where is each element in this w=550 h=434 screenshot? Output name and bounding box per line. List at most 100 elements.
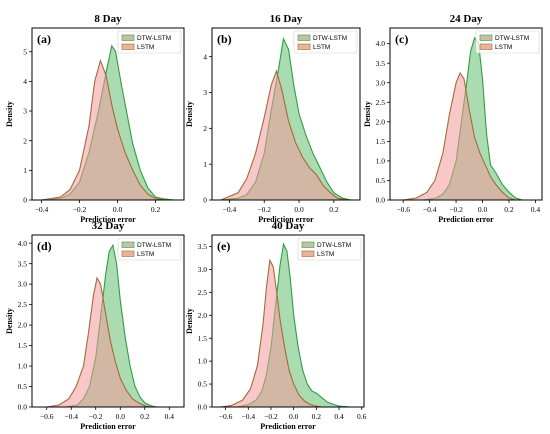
x-tick-label: −0.2 [73, 205, 87, 214]
legend: DTW-LSTM LSTM [117, 237, 182, 261]
x-tick-label: 0.0 [294, 205, 304, 214]
legend-label: LSTM [313, 44, 330, 51]
y-tick-label: 3.5 [198, 242, 208, 251]
legend-swatch [121, 241, 135, 248]
x-tick-label: −0.4 [241, 412, 255, 421]
y-tick-label: 2.0 [198, 311, 208, 320]
panel-title: 24 Day [450, 13, 483, 25]
y-tick-label: 5 [23, 47, 27, 56]
legend-swatch [479, 34, 493, 41]
axes-frame [211, 234, 365, 408]
x-tick-label: −0.2 [264, 412, 278, 421]
legend-swatch [297, 43, 311, 50]
legend-label: LSTM [137, 251, 154, 258]
x-tick-label: −0.6 [396, 205, 410, 214]
legend-swatch [121, 34, 135, 41]
legend: DTW-LSTM LSTM [293, 30, 358, 54]
x-tick-label: −0.2 [89, 412, 103, 421]
series-area-lstm [219, 260, 322, 407]
x-tick-label: −0.4 [64, 412, 78, 421]
series-area-dtw-lstm [423, 37, 523, 200]
y-tick-label: 1.0 [18, 362, 28, 371]
y-tick-label: 1 [23, 166, 27, 175]
y-axis-label: Density [185, 308, 194, 334]
legend-swatch [297, 34, 311, 41]
legend-label: DTW-LSTM [495, 35, 529, 42]
x-tick-label: 0.2 [504, 205, 514, 214]
legend: DTW-LSTM LSTM [117, 30, 182, 54]
y-tick-label: 2.5 [18, 300, 28, 309]
y-tick-label: 3.5 [18, 259, 28, 268]
x-tick-label: −0.4 [423, 205, 437, 214]
x-axis-label: Prediction error [258, 215, 314, 224]
y-axis-label: Density [363, 101, 372, 127]
series-line-lstm [220, 69, 348, 200]
y-tick-label: 0.5 [198, 380, 208, 389]
x-tick-label: −0.6 [40, 412, 54, 421]
legend-label: LSTM [495, 44, 512, 51]
y-tick-label: 3 [23, 107, 27, 116]
y-tick-label: 3 [203, 88, 207, 97]
y-tick-label: 2.0 [376, 117, 386, 126]
y-tick-label: 1.5 [198, 334, 208, 343]
y-axis-label: Density [5, 101, 14, 127]
legend-swatch [301, 241, 315, 248]
y-tick-label: 2.0 [18, 321, 28, 330]
y-tick-label: 3.0 [376, 78, 386, 87]
series-line-lstm [219, 258, 323, 407]
y-tick-label: 0.0 [18, 403, 28, 412]
series-line-lstm [46, 276, 152, 407]
x-tick-label: 0.4 [165, 412, 175, 421]
panel-title: 16 Day [270, 13, 303, 25]
chart-panel: −0.6 −0.4 −0.2 0.0 0.2 0.4 0.0 0.5 1.0 1.5 2.0 2.5 3… [5, 220, 185, 431]
x-tick-label: 0.0 [289, 412, 299, 421]
series-area-lstm [403, 73, 516, 200]
legend-swatch [121, 250, 135, 257]
x-tick-label: −0.4 [223, 205, 237, 214]
x-tick-label: 0.2 [140, 412, 150, 421]
x-tick-label: 0.0 [116, 412, 126, 421]
x-tick-label: −0.6 [219, 412, 233, 421]
panel-title: 40 Day [272, 220, 305, 232]
y-tick-label: 0 [203, 196, 207, 205]
y-tick-label: 1.0 [376, 157, 386, 166]
legend-label: DTW-LSTM [137, 35, 171, 42]
series-line-lstm [41, 58, 166, 200]
series-line-lstm [403, 71, 516, 200]
y-axis-label: Density [5, 308, 14, 334]
x-axis-label: Prediction error [438, 215, 494, 224]
y-tick-label: 4.0 [376, 39, 386, 48]
chart-panel: −0.4 −0.2 0.0 0.2 0 1 2 3 4 16 Day (b) Prediction e… [185, 13, 361, 224]
panel-label: (c) [395, 32, 408, 46]
chart-panel: −0.6 −0.4 −0.2 0.0 0.2 0.4 0.0 0.5 1.0 1.5 2.0 2.5 3… [363, 13, 543, 224]
legend-swatch [301, 250, 315, 257]
legend: DTW-LSTM LSTM [297, 237, 362, 261]
y-tick-label: 2 [23, 136, 27, 145]
x-tick-label: 0.2 [329, 205, 339, 214]
axes-frame [31, 234, 185, 408]
y-tick-label: 0.5 [376, 176, 386, 185]
x-tick-label: 0.0 [478, 205, 488, 214]
axes-frame [31, 27, 185, 201]
panel-title: 32 Day [92, 220, 125, 232]
y-tick-label: 4 [23, 77, 27, 86]
x-tick-label: −0.4 [35, 205, 49, 214]
legend-swatch [121, 43, 135, 50]
chart-panel: −0.6 −0.4 −0.2 0.0 0.2 0.4 0.6 0.0 0.5 1.0 1.5 2.0 2… [185, 220, 367, 431]
legend-label: LSTM [137, 44, 154, 51]
series-area-dtw-lstm [237, 244, 351, 407]
y-tick-label: 0 [23, 196, 27, 205]
y-tick-label: 0.0 [376, 196, 386, 205]
y-tick-label: 1.5 [18, 341, 28, 350]
series-area-lstm [220, 71, 348, 200]
legend-label: LSTM [317, 251, 334, 258]
panel-label: (b) [217, 32, 232, 46]
x-tick-label: 0.0 [113, 205, 123, 214]
legend-swatch [479, 43, 493, 50]
panel-label: (e) [217, 239, 230, 253]
legend-label: DTW-LSTM [317, 242, 351, 249]
y-tick-label: 2 [203, 124, 207, 133]
y-tick-label: 3.0 [198, 265, 208, 274]
x-tick-label: −0.2 [257, 205, 271, 214]
